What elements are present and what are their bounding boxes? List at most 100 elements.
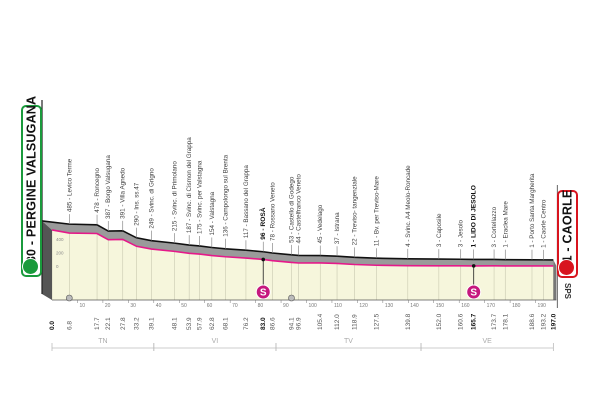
- altitude-tick-label: 0: [56, 264, 59, 269]
- finish-icon: [558, 259, 575, 276]
- km-label: 62.8: [209, 317, 216, 330]
- km-label: 53.9: [186, 317, 193, 330]
- finish-label-box: 1 - CAORLE: [557, 190, 578, 278]
- waypoint-label: 175 - Svinc. per Valstagna: [196, 160, 203, 234]
- km-label: 139.8: [405, 313, 412, 330]
- km-tick-label: 30: [130, 303, 136, 309]
- km-tick-label: 120: [359, 303, 368, 309]
- waypoint-label: 3 - Jesolo: [458, 219, 465, 247]
- waypoint-label: 11 - Bv. per Treviso-Mare: [373, 176, 380, 247]
- km-label: 39.1: [149, 317, 156, 330]
- waypoint-label: 215 - Svinc. di Primolano: [171, 161, 178, 231]
- km-tick-label: 20: [105, 303, 111, 309]
- waypoint-label: 78 - Rossano Veneto: [269, 182, 276, 241]
- waypoint-label: 1 - LIDO DI JESOLO: [471, 185, 478, 247]
- start-icon: [22, 258, 39, 275]
- waypoint-label: 387 - Borgo Valsugana: [105, 155, 112, 219]
- waypoint-label: 53 - Castello di Godego: [288, 176, 295, 243]
- waypoint-label: 3 - Cortellazzo: [491, 206, 498, 247]
- km-label: 83.0: [260, 317, 267, 330]
- region-label: TV: [344, 338, 353, 345]
- km-label: 188.6: [529, 313, 536, 330]
- km-label: 118.9: [352, 314, 359, 330]
- profile-line: [51, 229, 554, 267]
- km-label: 94.1: [288, 317, 295, 330]
- profile-fill: [52, 229, 554, 300]
- region-label: VE: [483, 338, 493, 345]
- sprint-dot: [261, 257, 266, 262]
- waypoint-label: 391 - Villa Agnedo: [120, 167, 127, 218]
- km-label: 0.0: [49, 321, 56, 330]
- km-label: 193.2: [541, 313, 548, 330]
- start-label: 530 - PERGINE VALSUGANA: [24, 95, 39, 271]
- region-label: TN: [98, 338, 107, 345]
- km-label: 48.1: [171, 317, 178, 330]
- waypoint-label: 37 - Istrana: [334, 212, 341, 244]
- waypoint-label: 44 - Castelfranco Veneto: [296, 174, 303, 244]
- finish-label: 1 - CAORLE: [560, 189, 575, 263]
- km-label: 6.8: [66, 321, 73, 330]
- waypoint-label: 1 - Porto Santa Margherita: [529, 173, 536, 248]
- km-label: 127.5: [373, 313, 380, 330]
- waypoint-label: 478 - Roncegno: [94, 167, 101, 212]
- waypoint-label: 249 - Svinc. di Grigno: [149, 168, 156, 229]
- km-label: 96.9: [296, 317, 303, 330]
- waypoint-label: 187 - Svinc. di Cismon del Grappa: [186, 137, 193, 233]
- km-tick-label: 70: [232, 303, 238, 309]
- waypoint-label: 96 - ROSÀ: [258, 207, 267, 239]
- km-label: 105.4: [317, 313, 324, 330]
- profile-left-wall: [42, 220, 52, 300]
- sprint-dot: [471, 264, 476, 268]
- altitude-tick-label: 400: [56, 237, 64, 242]
- km-tick-label: 90: [283, 303, 289, 309]
- km-label: 152.0: [436, 313, 443, 330]
- km-tick-label: 10: [79, 303, 85, 309]
- checkpoint-icon: [288, 294, 295, 302]
- km-label: 17.7: [94, 317, 101, 330]
- km-label: 33.2: [133, 317, 140, 330]
- km-tick-label: 40: [156, 303, 162, 309]
- km-tick-label: 80: [258, 303, 264, 309]
- profile-right-wall: [553, 259, 557, 300]
- waypoint-label: 22 - Treviso- tangenziale: [352, 176, 359, 245]
- waypoint-label: 3 - Caposile: [436, 213, 443, 247]
- sprint-icon-label: S: [470, 288, 477, 299]
- km-label: 68.1: [222, 317, 229, 330]
- km-label: 160.6: [458, 313, 465, 330]
- sprint-icon: [255, 284, 271, 300]
- km-tick-label: 60: [207, 303, 213, 309]
- sprint-icon: [466, 284, 482, 300]
- waypoint-label: 45 - Vedelago: [317, 204, 324, 243]
- waypoint-label: 117 - Bassano del Grappa: [243, 165, 250, 239]
- waypoint-label: 290 - Ins. ss.47: [133, 182, 140, 226]
- km-tick-label: 50: [181, 303, 187, 309]
- start-label-box: 530 - PERGINE VALSUGANA: [21, 96, 42, 277]
- waypoint-label: 485 - Levico Terme: [66, 158, 73, 212]
- km-label: 112.0: [334, 314, 341, 330]
- waypoint-label: 154 - Valstagna: [209, 191, 216, 235]
- km-label: 197.0: [550, 313, 557, 330]
- km-tick-label: 110: [334, 303, 342, 309]
- waypoint-label: 1 - Caorle Centro: [541, 199, 548, 248]
- km-label: 165.7: [471, 313, 478, 330]
- km-tick-label: 170: [487, 303, 496, 309]
- waypoint-label: 4 - Svinc. A4 Meolo-Roncade: [405, 165, 412, 247]
- km-label: 173.7: [491, 313, 498, 330]
- profile-top-edge: [41, 220, 554, 261]
- km-label: 57.9: [196, 317, 203, 330]
- altitude-tick-label: 200: [56, 250, 64, 255]
- km-tick-label: 130: [385, 303, 394, 309]
- region-label: VI: [212, 338, 219, 345]
- km-label: 76.2: [243, 317, 250, 330]
- km-tick-label: 140: [410, 303, 419, 309]
- km-label: 27.8: [120, 317, 127, 330]
- km-tick-label: 180: [512, 303, 521, 309]
- waypoint-label: 136 - Campolongo sul Brenta: [222, 154, 229, 236]
- km-label: 178.1: [502, 313, 509, 330]
- waypoint-label: 1 - Eraclea Mare: [502, 201, 509, 248]
- km-tick-label: 150: [436, 303, 445, 309]
- km-label: 86.6: [269, 317, 276, 330]
- logo: SPS: [563, 283, 572, 300]
- km-tick-label: 160: [461, 303, 470, 309]
